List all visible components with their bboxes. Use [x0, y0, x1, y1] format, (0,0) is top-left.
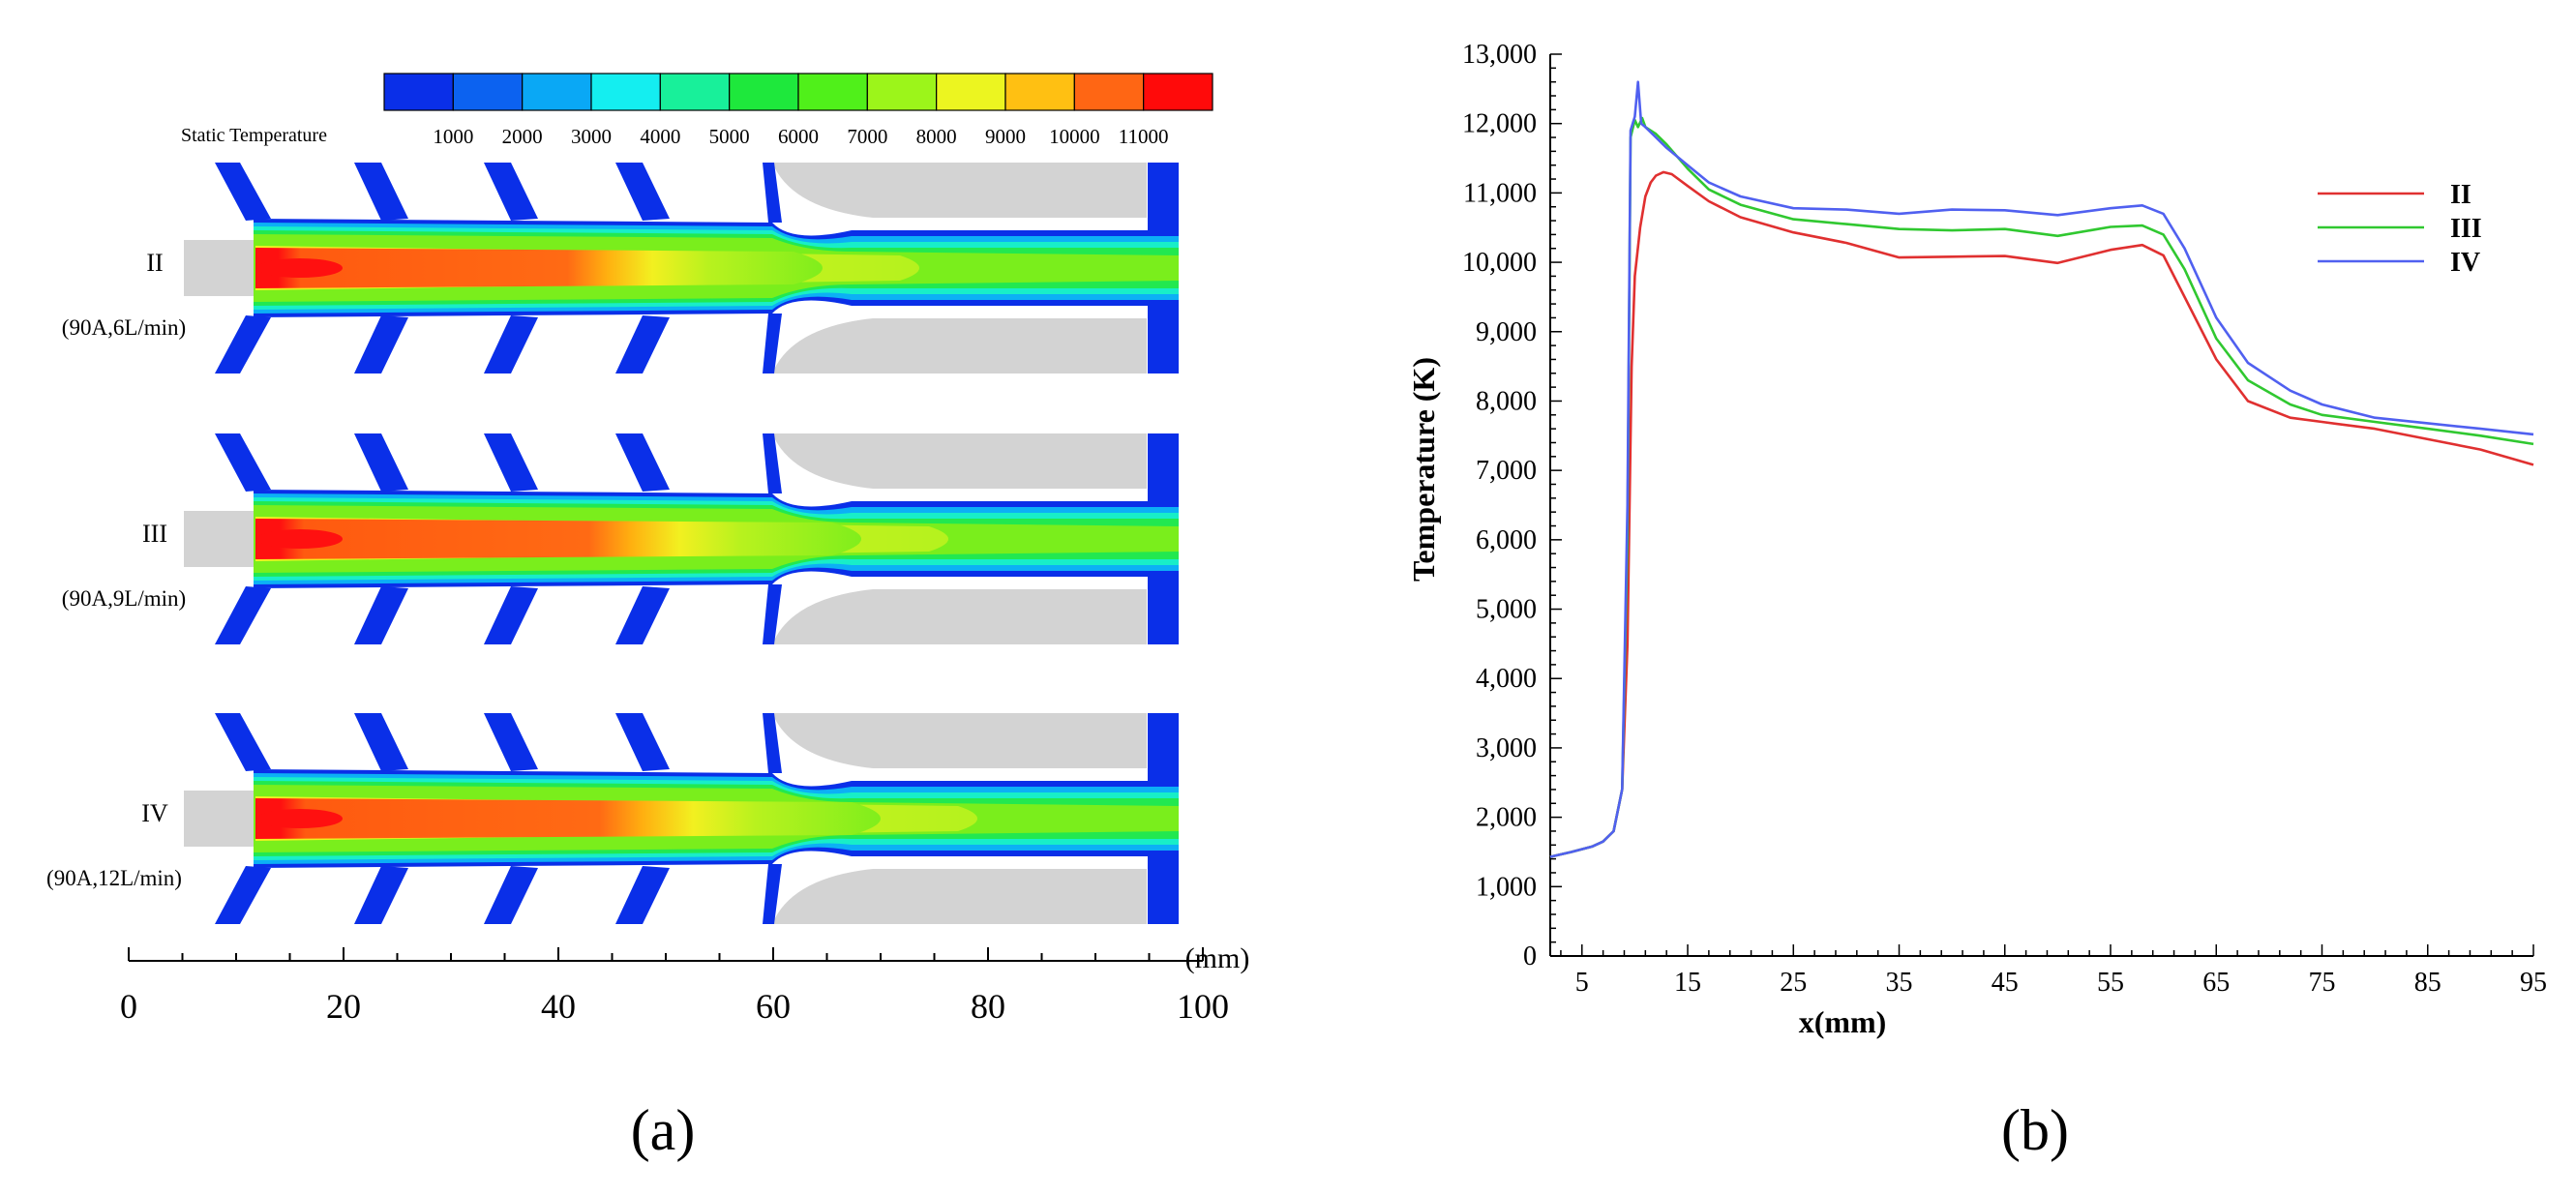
colorbar-swatch	[659, 73, 731, 111]
y-tick-label: 3,000	[1476, 733, 1537, 763]
panel-a-x-axis: 0 20 40 60 80 100	[120, 947, 1229, 1026]
colorbar-swatch	[590, 73, 661, 111]
y-tick-label: 10,000	[1462, 248, 1537, 278]
colorbar-swatch	[383, 73, 454, 111]
colorbar-swatch	[452, 73, 524, 111]
x-tick-label: 5	[1575, 968, 1589, 998]
panel-b-label: (b)	[2001, 1098, 2069, 1162]
y-tick-label: 5,000	[1476, 595, 1537, 625]
contour-case-II: II (90A,6L/min)	[62, 163, 1179, 373]
colorbar-swatch	[1004, 73, 1075, 111]
legend-label: III	[2450, 214, 2482, 244]
colorbar-tick-label: 4000	[640, 125, 680, 148]
colorbar-swatch	[1073, 73, 1145, 111]
axis-tick-label: 40	[541, 987, 576, 1026]
axis-tick-label: 80	[971, 987, 1005, 1026]
plot-lines	[1549, 80, 2534, 858]
case-name: III	[142, 520, 167, 548]
x-tick-label: 45	[1992, 968, 2019, 998]
axis-tick-label: 20	[326, 987, 361, 1026]
panel-a-x-unit: (mm)	[1185, 942, 1250, 974]
colorbar: 1000 2000 3000 4000 5000 6000 7000 8000 9000 1000…	[383, 73, 1213, 148]
colorbar-tick-label: 7000	[847, 125, 887, 148]
plot-axes: 0 1,000 2,000 3,000 4,000 5,000 6,000 7,000 8,00…	[1462, 40, 2547, 998]
y-tick-label: 6,000	[1476, 525, 1537, 555]
x-tick-label: 85	[2414, 968, 2441, 998]
electrode	[184, 511, 254, 567]
x-tick-label: 55	[2097, 968, 2124, 998]
x-tick-label: 25	[1780, 968, 1807, 998]
case-condition: (90A,9L/min)	[62, 586, 186, 611]
y-tick-label: 11,000	[1463, 178, 1537, 208]
colorbar-tick-label: 10000	[1049, 125, 1100, 148]
panel-a-contour: Static Temperature 1000 2000 3000 4000 5000 6…	[46, 73, 1250, 1162]
x-tick-label: 75	[2309, 968, 2336, 998]
colorbar-swatch	[797, 73, 868, 111]
x-tick-label: 35	[1886, 968, 1913, 998]
x-tick-label: 65	[2202, 968, 2230, 998]
contour-case-IV: IV (90A,12L/min)	[46, 713, 1179, 924]
case-condition: (90A,6L/min)	[62, 315, 186, 340]
series-line-IV	[1549, 80, 2534, 858]
axis-tick-label: 60	[756, 987, 791, 1026]
arc-hot-spot	[257, 809, 343, 828]
colorbar-swatch	[866, 73, 938, 111]
colorbar-swatch	[522, 73, 592, 111]
axis-tick-label: 100	[1177, 987, 1229, 1026]
colorbar-tick-label: 2000	[502, 125, 543, 148]
panel-a-label: (a)	[631, 1098, 696, 1162]
arc-core	[255, 248, 823, 288]
contour-cases: II (90A,6L/min) III (90A,9L/min) IV (90A,12L/…	[46, 163, 1179, 924]
colorbar-swatch	[1143, 73, 1213, 111]
case-name: II	[146, 249, 163, 277]
series-line-II	[1549, 170, 2534, 858]
contour-case-III: III (90A,9L/min)	[62, 433, 1179, 644]
legend-label: IV	[2450, 248, 2480, 278]
arc-hot-spot	[257, 258, 343, 278]
y-tick-label: 13,000	[1462, 40, 1537, 70]
y-axis-label: Temperature (K)	[1406, 357, 1441, 582]
x-tick-label: 15	[1674, 968, 1701, 998]
y-tick-label: 8,000	[1476, 386, 1537, 416]
x-axis-label: x(mm)	[1799, 1004, 1887, 1039]
y-tick-label: 1,000	[1476, 872, 1537, 902]
colorbar-tick-label: 6000	[778, 125, 819, 148]
colorbar-swatch	[729, 73, 799, 111]
y-tick-label: 12,000	[1462, 109, 1537, 139]
x-tick-label: 95	[2520, 968, 2547, 998]
case-name: IV	[141, 799, 168, 827]
colorbar-tick-label: 5000	[709, 125, 750, 148]
legend-label: II	[2450, 180, 2471, 210]
colorbar-tick-label: 3000	[571, 125, 612, 148]
electrode	[184, 240, 254, 296]
series-line-III	[1549, 116, 2534, 858]
colorbar-tick-label: 9000	[985, 125, 1026, 148]
colorbar-title: Static Temperature	[181, 125, 327, 146]
arc-core	[255, 798, 881, 839]
colorbar-tick-label: 1000	[433, 125, 473, 148]
arc-hot-spot	[257, 529, 343, 549]
y-tick-label: 4,000	[1476, 664, 1537, 694]
electrode	[184, 791, 254, 847]
axis-tick-label: 0	[120, 987, 137, 1026]
arc-core	[255, 519, 861, 559]
y-tick-label: 0	[1523, 941, 1537, 971]
panel-b-line-chart: Temperature (K) x(mm) 0 1,000 2,000 3,000 4,…	[1406, 40, 2547, 1162]
colorbar-swatch	[936, 73, 1006, 111]
y-tick-label: 7,000	[1476, 456, 1537, 486]
y-tick-label: 2,000	[1476, 803, 1537, 833]
y-tick-label: 9,000	[1476, 317, 1537, 347]
colorbar-tick-label: 11000	[1119, 125, 1169, 148]
case-condition: (90A,12L/min)	[46, 866, 182, 890]
colorbar-tick-label: 8000	[916, 125, 957, 148]
